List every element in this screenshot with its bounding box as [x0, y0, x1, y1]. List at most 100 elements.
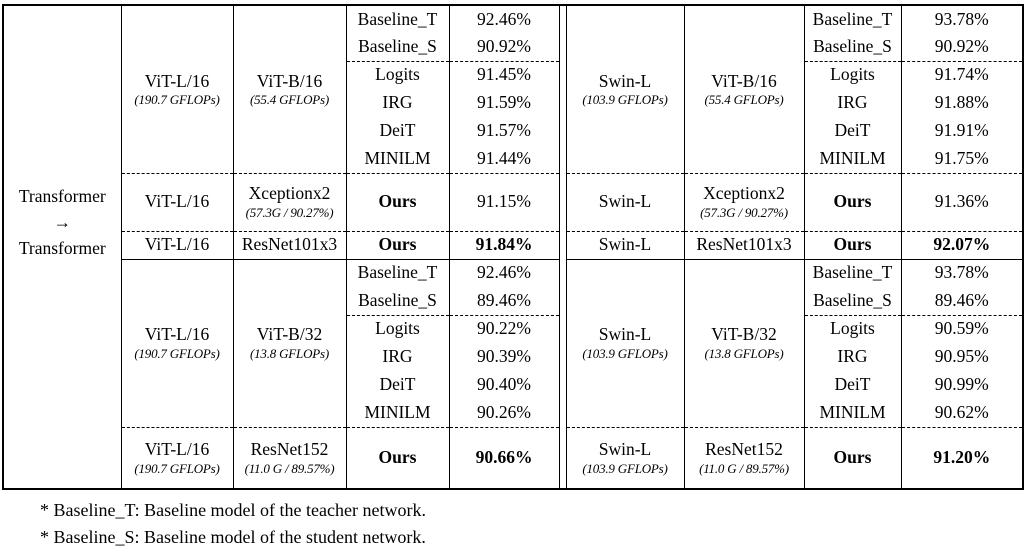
teacher-cell: ViT-L/16 (190.7 GFLOPs): [120, 5, 234, 174]
double-rule-separator: [558, 5, 567, 489]
method-cell: IRG: [345, 343, 450, 371]
student-name: ViT-B/32: [711, 324, 777, 345]
table-footnotes: * Baseline_T: Baseline model of the teac…: [40, 497, 1024, 546]
accuracy-cell: 92.07%: [900, 231, 1024, 260]
row-label-line1: Transformer: [18, 185, 106, 206]
accuracy-cell: 90.59%: [900, 315, 1024, 343]
teacher-name: ViT-L/16: [144, 324, 210, 345]
teacher-cell: Swin-L (103.9 GFLOPs): [565, 427, 685, 489]
teacher-flops: (103.9 GFLOPs): [582, 460, 668, 476]
method-cell: Baseline_T: [345, 5, 450, 33]
method-cell: Baseline_T: [345, 259, 450, 287]
method-cell: Ours: [803, 427, 902, 489]
student-cell: ViT-B/32 (13.8 GFLOPs): [683, 259, 805, 428]
student-cell: Xceptionx2 (57.3G / 90.27%): [683, 173, 805, 232]
accuracy-cell: 93.78%: [900, 5, 1024, 33]
student-name: ViT-B/16: [256, 70, 323, 91]
table-row: MINILM 91.44% MINILM 91.75%: [3, 145, 1024, 174]
accuracy-cell: 90.92%: [448, 33, 560, 62]
student-name: ViT-B/32: [256, 324, 323, 345]
teacher-flops: (103.9 GFLOPs): [582, 346, 668, 362]
table-row: DeiT 91.57% DeiT 91.91%: [3, 117, 1024, 145]
method-cell: IRG: [803, 343, 902, 371]
method-cell: Logits: [803, 315, 902, 343]
accuracy-cell: 91.88%: [900, 89, 1024, 117]
accuracy-cell: 90.26%: [448, 399, 560, 428]
method-cell: Ours: [345, 173, 450, 232]
paper-page: Transformer → Transformer ViT-L/16 (190.…: [0, 4, 1024, 546]
student-cell: ResNet152 (11.0 G / 89.57%): [683, 427, 805, 489]
row-label-line2: Transformer: [18, 238, 106, 259]
accuracy-cell: 90.95%: [900, 343, 1024, 371]
table-row: Baseline_S 90.92% Baseline_S 90.92%: [3, 33, 1024, 62]
accuracy-cell: 92.46%: [448, 259, 560, 287]
student-detail: (57.3G / 90.27%): [245, 205, 334, 221]
student-flops: (55.4 GFLOPs): [704, 92, 784, 108]
method-cell: IRG: [803, 89, 902, 117]
student-name: ViT-B/16: [711, 70, 777, 91]
method-cell: MINILM: [803, 399, 902, 428]
method-cell: MINILM: [803, 145, 902, 174]
accuracy-cell: 90.40%: [448, 371, 560, 399]
method-cell: DeiT: [803, 371, 902, 399]
arrow-icon: →: [53, 211, 72, 232]
accuracy-cell: 93.78%: [900, 259, 1024, 287]
accuracy-cell: 91.20%: [900, 427, 1024, 489]
method-cell: MINILM: [345, 399, 450, 428]
teacher-flops: (103.9 GFLOPs): [582, 92, 668, 108]
accuracy-cell: 91.44%: [448, 145, 560, 174]
teacher-flops: (190.7 GFLOPs): [134, 92, 220, 108]
method-cell: Logits: [345, 61, 450, 89]
table-row: Transformer → Transformer ViT-L/16 (190.…: [2, 5, 1024, 489]
student-cell: ViT-B/16 (55.4 GFLOPs): [232, 5, 347, 174]
method-cell: Baseline_T: [803, 5, 902, 33]
table-row: ViT-L/16 Xceptionx2 (57.3G / 90.27%) Our…: [3, 173, 1024, 232]
method-cell: Ours: [345, 231, 450, 260]
method-cell: Baseline_S: [345, 287, 450, 316]
teacher-cell: Swin-L (103.9 GFLOPs): [565, 259, 685, 428]
row-label-cell: Transformer → Transformer: [2, 5, 122, 489]
footnote-baseline-t: * Baseline_T: Baseline model of the teac…: [40, 500, 426, 520]
method-cell: DeiT: [345, 371, 450, 399]
accuracy-cell: 91.45%: [448, 61, 560, 89]
student-detail: (11.0 G / 89.57%): [244, 460, 335, 476]
method-cell: IRG: [345, 89, 450, 117]
table-row: ViT-L/16 ResNet101x3 Ours 91.84% Swin-L …: [3, 231, 1024, 260]
accuracy-cell: 91.84%: [448, 231, 560, 260]
student-cell: ViT-B/32 (13.8 GFLOPs): [232, 259, 347, 428]
teacher-cell: ViT-L/16: [120, 231, 234, 260]
accuracy-cell: 90.39%: [448, 343, 560, 371]
accuracy-cell: 90.99%: [900, 371, 1024, 399]
teacher-name: Swin-L: [598, 70, 652, 91]
student-name: Xceptionx2: [248, 183, 331, 204]
accuracy-cell: 90.22%: [448, 315, 560, 343]
teacher-cell: Swin-L: [565, 231, 685, 260]
student-flops: (13.8 GFLOPs): [704, 346, 784, 362]
table-row: Baseline_S 89.46% Baseline_S 89.46%: [3, 287, 1024, 316]
table-row: DeiT 90.40% DeiT 90.99%: [3, 371, 1024, 399]
method-cell: Ours: [803, 231, 902, 260]
table-row: IRG 91.59% IRG 91.88%: [3, 89, 1024, 117]
table-row: ViT-L/16 (190.7 GFLOPs) ResNet152 (11.0 …: [3, 427, 1024, 489]
student-cell: ResNet101x3: [232, 231, 347, 260]
method-cell: Ours: [803, 173, 902, 232]
distillation-results-table: Transformer → Transformer ViT-L/16 (190.…: [2, 4, 1024, 490]
teacher-flops: (190.7 GFLOPs): [134, 346, 220, 362]
method-cell: Ours: [345, 427, 450, 489]
accuracy-cell: 90.66%: [448, 427, 560, 489]
accuracy-cell: 89.46%: [900, 287, 1024, 316]
teacher-cell: Swin-L: [565, 173, 685, 232]
method-cell: Logits: [345, 315, 450, 343]
teacher-flops: (190.7 GFLOPs): [134, 460, 220, 476]
teacher-name: ViT-L/16: [144, 70, 210, 91]
table-row: IRG 90.39% IRG 90.95%: [3, 343, 1024, 371]
student-detail: (11.0 G / 89.57%): [699, 460, 789, 476]
accuracy-cell: 90.62%: [900, 399, 1024, 428]
student-cell: Xceptionx2 (57.3G / 90.27%): [232, 173, 347, 232]
table-row: ViT-L/16 (190.7 GFLOPs) ViT-B/32 (13.8 G…: [3, 259, 1024, 428]
teacher-name: Swin-L: [598, 324, 652, 345]
method-cell: Baseline_S: [803, 287, 902, 316]
student-cell: ViT-B/16 (55.4 GFLOPs): [683, 5, 805, 174]
accuracy-cell: 91.75%: [900, 145, 1024, 174]
teacher-cell: ViT-L/16 (190.7 GFLOPs): [120, 259, 234, 428]
